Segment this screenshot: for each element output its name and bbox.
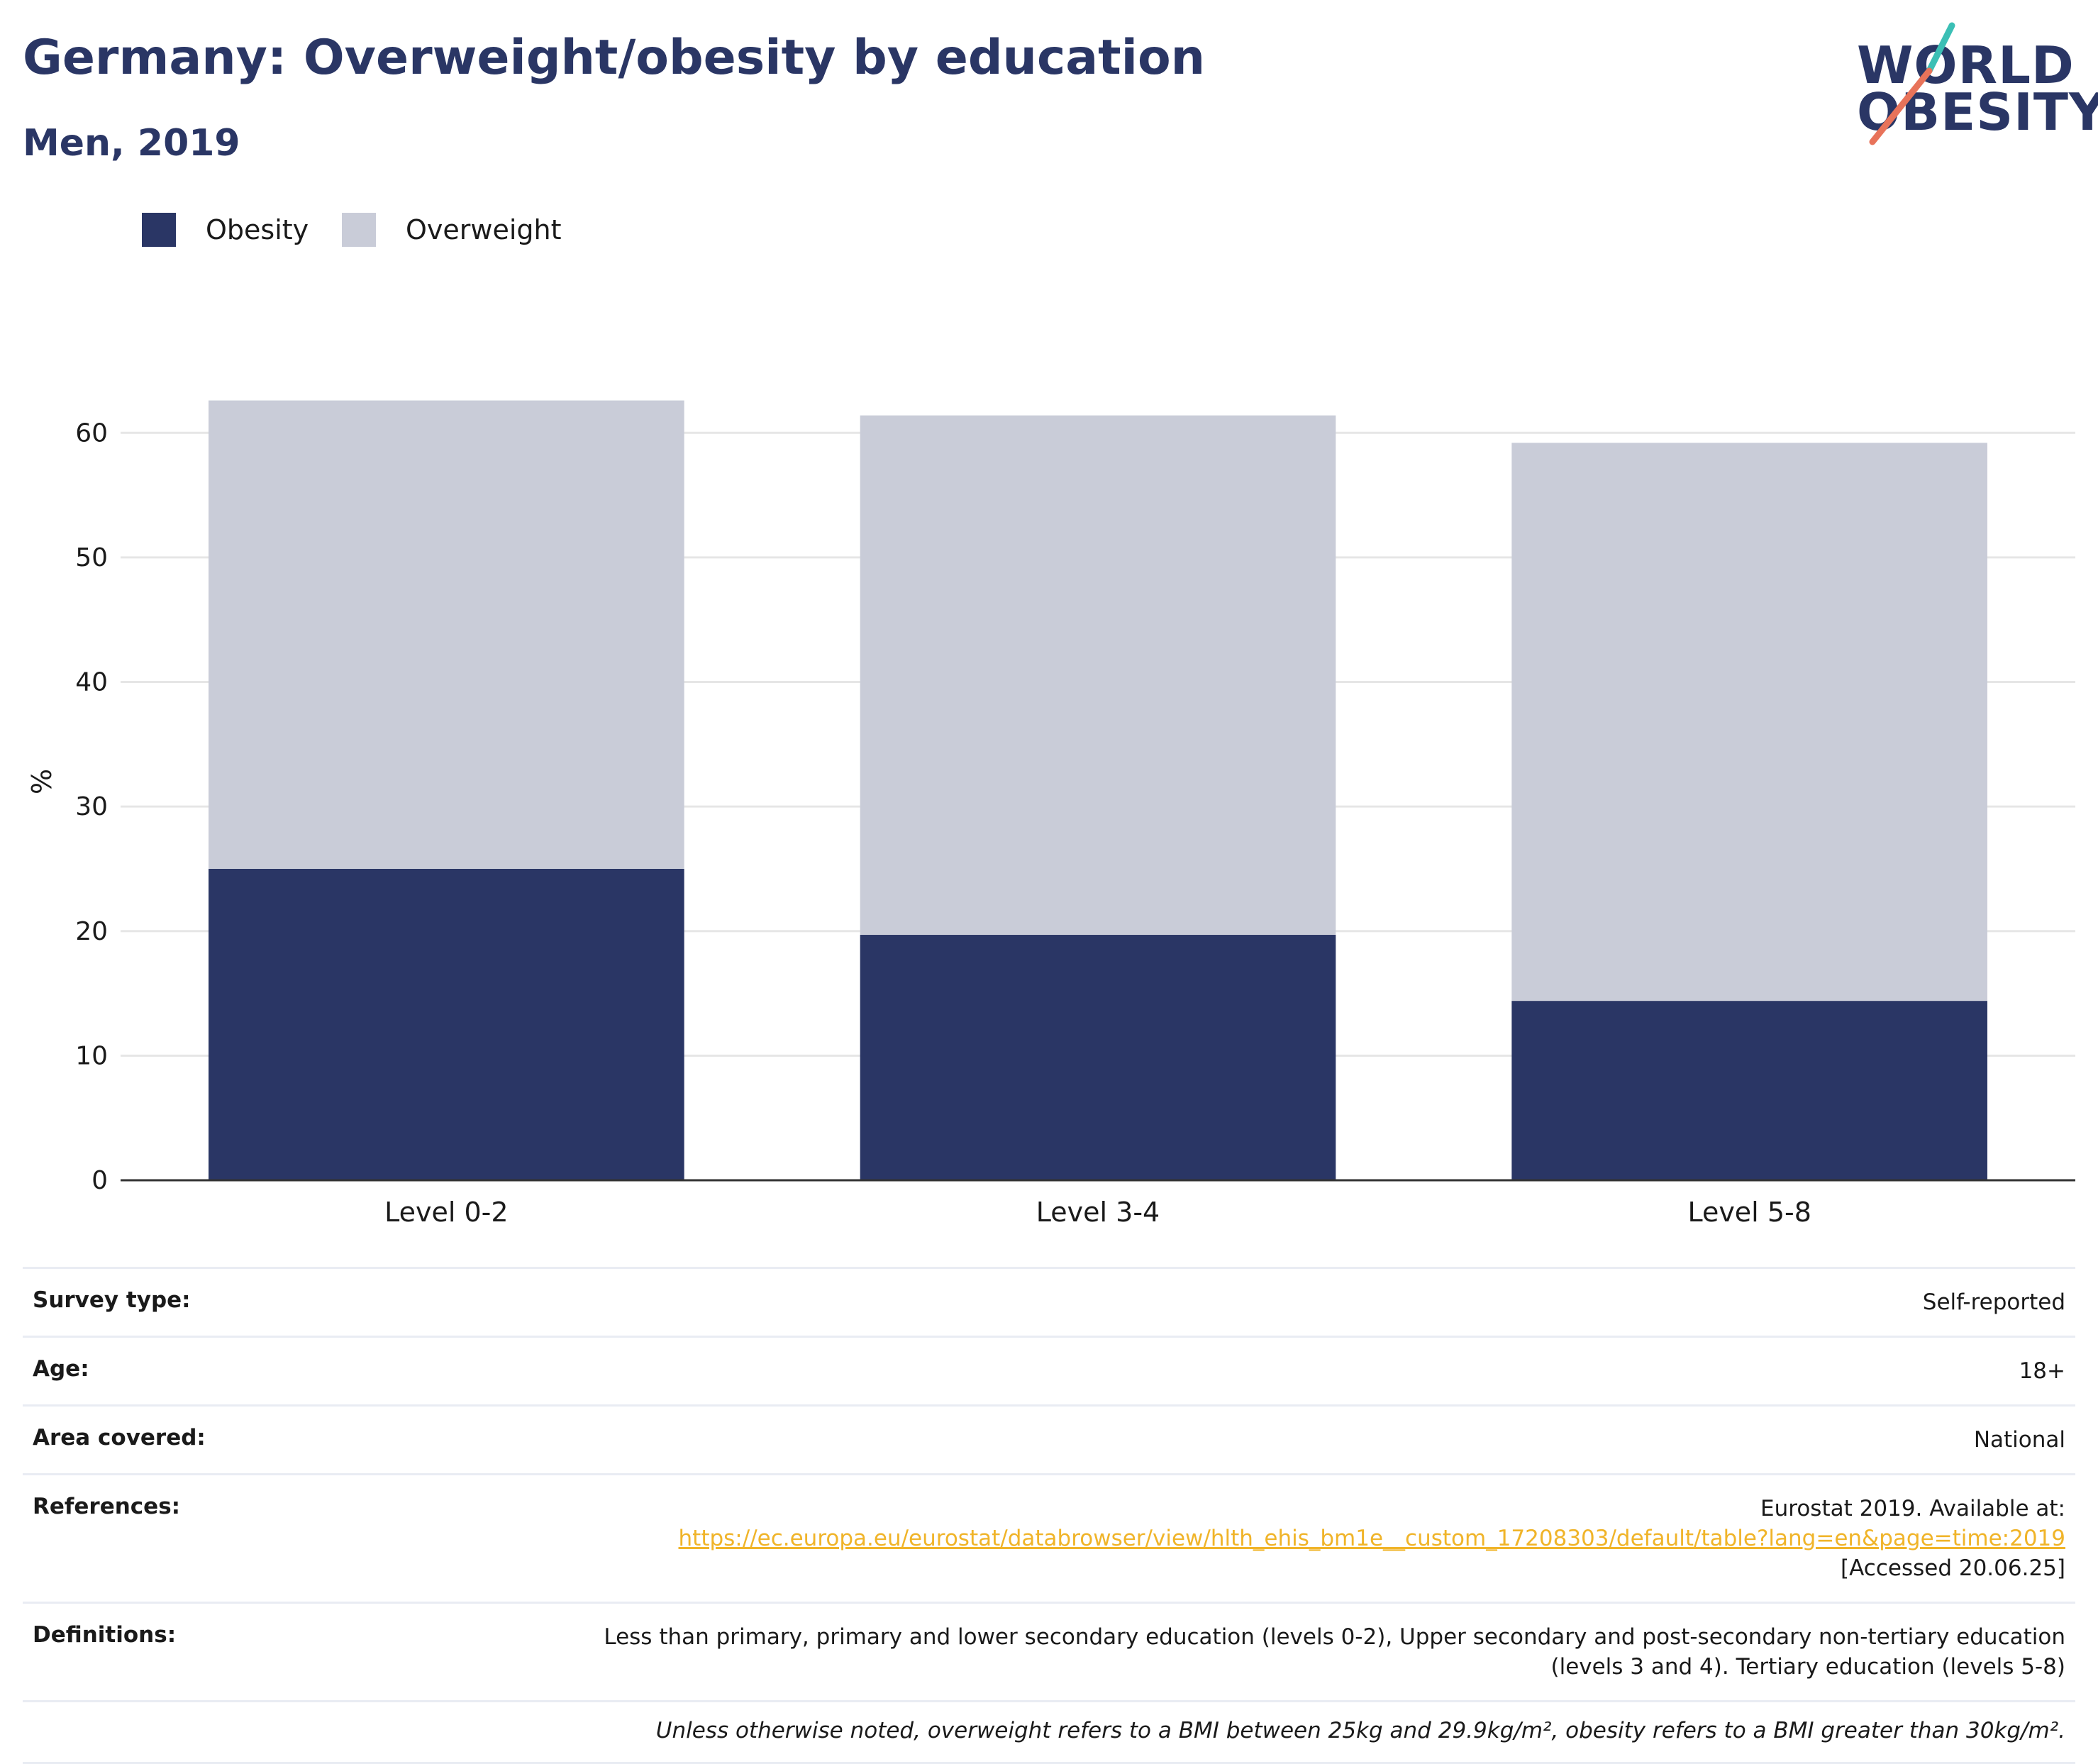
area-value: National	[458, 1404, 2075, 1475]
survey-type-value: Self-reported	[458, 1267, 2075, 1337]
y-tick-label: 30	[75, 792, 108, 821]
bar-obesity-3	[1511, 1001, 1987, 1180]
metadata-table: Survey type: Self-reported Age: 18+ Area…	[23, 1267, 2075, 1764]
chart-subtitle: Men, 2019	[23, 122, 240, 165]
y-tick-label: 60	[75, 418, 108, 448]
legend-label-obesity: Obesity	[206, 214, 309, 245]
logo-slash-icon	[1869, 22, 1955, 145]
legend-label-overweight: Overweight	[406, 214, 562, 245]
references-text: Eurostat 2019. Available at:	[1760, 1496, 2065, 1521]
bar-overweight-1	[209, 400, 684, 869]
bar-obesity-2	[860, 935, 1336, 1180]
meta-row-definitions: Definitions: Less than primary, primary …	[23, 1602, 2075, 1702]
area-label: Area covered:	[23, 1404, 458, 1475]
legend-swatch-obesity	[142, 213, 176, 247]
chart-title: Germany: Overweight/obesity by education	[23, 30, 1206, 86]
bar-chart: 0 10 20 30 40 50 60% Level 0-2 Level 3-4 Level 5-…	[26, 400, 2075, 1228]
y-axis-label: %	[26, 769, 57, 794]
definitions-line-1: Less than primary, primary and lower sec…	[604, 1624, 2065, 1650]
bmi-note: Unless otherwise noted, overweight refer…	[23, 1700, 2075, 1764]
references-link[interactable]: https://ec.europa.eu/eurostat/databrowse…	[678, 1526, 2065, 1551]
meta-row-note: Unless otherwise noted, overweight refer…	[23, 1700, 2075, 1764]
logo-word-world: WORLD	[1857, 35, 2075, 95]
bar-obesity-1	[209, 868, 684, 1180]
definitions-value: Less than primary, primary and lower sec…	[458, 1602, 2075, 1702]
y-tick-label: 40	[75, 668, 108, 697]
meta-row-area: Area covered: National	[23, 1404, 2075, 1475]
age-label: Age:	[23, 1336, 458, 1406]
bar-overweight-2	[860, 415, 1336, 936]
meta-row-references: References: Eurostat 2019. Available at:…	[23, 1473, 2075, 1603]
definitions-line-2: (levels 3 and 4). Tertiary education (le…	[1550, 1654, 2065, 1680]
survey-type-label: Survey type:	[23, 1267, 458, 1337]
age-value: 18+	[458, 1336, 2075, 1406]
x-tick-label: Level 0-2	[384, 1197, 508, 1228]
references-value: Eurostat 2019. Available at: https://ec.…	[458, 1473, 2075, 1603]
x-tick-label: Level 3-4	[1036, 1197, 1160, 1228]
legend-swatch-overweight	[342, 213, 376, 247]
y-tick-label: 0	[91, 1166, 108, 1195]
definitions-label: Definitions:	[23, 1602, 458, 1702]
meta-row-age: Age: 18+	[23, 1336, 2075, 1406]
y-tick-label: 50	[75, 543, 108, 572]
bar-overweight-3	[1511, 443, 1987, 1002]
references-accessed: [Accessed 20.06.25]	[1841, 1555, 2065, 1581]
x-tick-label: Level 5-8	[1687, 1197, 1811, 1228]
y-tick-label: 20	[75, 917, 108, 946]
references-label: References:	[23, 1473, 458, 1603]
world-obesity-logo: WORLD OBESITY	[1844, 20, 2098, 148]
y-tick-label: 10	[75, 1041, 108, 1070]
meta-row-survey-type: Survey type: Self-reported	[23, 1267, 2075, 1337]
